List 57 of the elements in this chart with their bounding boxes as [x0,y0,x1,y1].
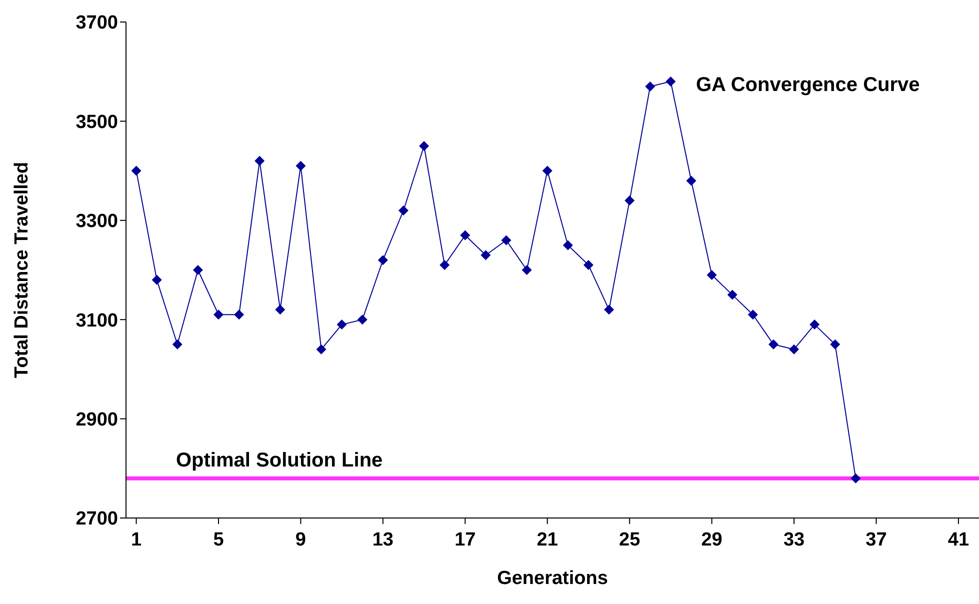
point [810,320,820,330]
y-tick-label: 2900 [76,410,118,431]
x-tick-label: 37 [866,529,887,550]
y-tick-label: 3300 [76,211,118,232]
y-tick-label: 3100 [76,310,118,332]
x-tick-label: 33 [783,529,805,550]
x-tick-label: 41 [948,529,970,550]
y-axis-title: Total Distance Travelled [12,162,32,378]
x-tick-label: 29 [701,529,722,550]
x-tick-label: 17 [454,529,476,550]
x-tick-label: 5 [213,529,224,550]
series-label: GA Convergence Curve [696,74,920,97]
x-axis-title: Generations [497,568,608,589]
y-tick-label: 3700 [76,12,118,34]
point [357,314,368,325]
ref-line-label: Optimal Solution Line [176,450,383,472]
point [522,265,532,275]
point [583,260,594,270]
point [768,339,778,350]
point [234,310,244,320]
point [624,196,635,206]
point [172,339,182,350]
point [501,235,512,246]
point [398,205,408,216]
point [275,304,286,315]
point [152,274,162,285]
point [254,156,265,166]
point [666,76,676,87]
point [706,270,717,280]
point [336,320,347,330]
y-tick-label: 3500 [76,112,118,133]
point [748,310,758,320]
point [562,240,573,250]
point [296,160,306,171]
point [686,176,696,186]
point [480,250,491,260]
x-tick-label: 9 [295,529,306,550]
point [460,230,470,240]
point [542,166,552,176]
point [789,344,800,354]
point [419,141,430,151]
point [316,344,326,354]
y-tick-label: 2700 [76,508,118,530]
point [727,290,738,300]
x-tick-label: 25 [619,529,641,550]
point [850,473,861,484]
x-tick-label: 13 [372,529,394,550]
x-tick-label: 1 [130,529,142,550]
x-tick-label: 21 [536,529,558,550]
point [440,260,450,270]
point [213,310,224,320]
point [192,265,203,275]
point [645,81,656,92]
point [378,255,388,266]
point [131,166,142,176]
point [604,304,614,315]
point [830,339,840,350]
